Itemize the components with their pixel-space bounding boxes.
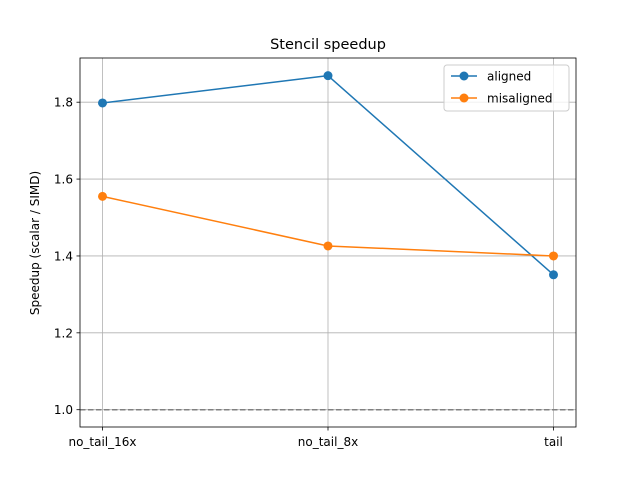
x-axis: no_tail_16x no_tail_8x tail bbox=[68, 427, 563, 449]
y-tick-label: 1.2 bbox=[54, 326, 73, 340]
x-tick-label: no_tail_16x bbox=[68, 435, 136, 449]
y-tick-label: 1.0 bbox=[54, 403, 73, 417]
series-aligned bbox=[98, 71, 558, 280]
data-point bbox=[98, 191, 107, 201]
legend-item: aligned bbox=[451, 70, 531, 84]
legend-label: aligned bbox=[487, 70, 531, 84]
legend-swatch-marker bbox=[459, 93, 469, 103]
series-layer bbox=[98, 71, 558, 280]
data-point bbox=[549, 270, 558, 280]
y-tick-label: 1.4 bbox=[54, 249, 73, 263]
legend: aligned misaligned bbox=[443, 64, 570, 112]
data-point bbox=[323, 241, 333, 251]
chart-title: Stencil speedup bbox=[270, 37, 386, 53]
series-misaligned bbox=[98, 191, 558, 261]
data-point bbox=[98, 98, 107, 108]
legend-item: misaligned bbox=[451, 92, 553, 106]
legend-swatch-marker bbox=[459, 71, 469, 81]
data-point bbox=[323, 71, 333, 81]
y-axis-label: Speedup (scalar / SIMD) bbox=[28, 171, 42, 315]
x-tick-label: tail bbox=[544, 435, 563, 449]
y-tick-label: 1.6 bbox=[54, 173, 73, 187]
y-tick-label: 1.8 bbox=[54, 96, 73, 110]
data-point bbox=[549, 251, 558, 261]
y-axis: 1.0 1.2 1.4 1.6 1.8 bbox=[54, 96, 80, 417]
legend-label: misaligned bbox=[487, 92, 553, 106]
x-tick-label: no_tail_8x bbox=[298, 435, 358, 449]
